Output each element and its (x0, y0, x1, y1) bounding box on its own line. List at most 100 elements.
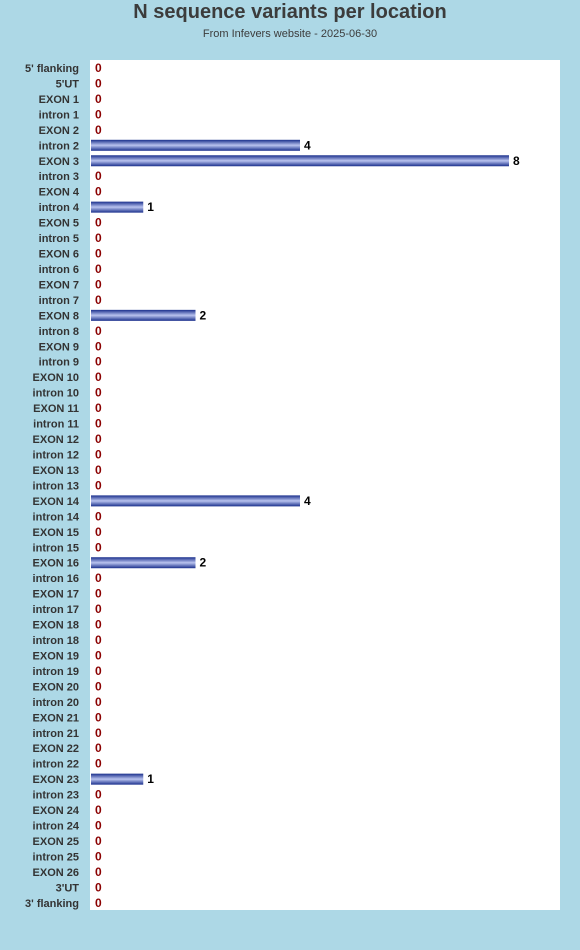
value-label-exon-7: 0 (95, 277, 102, 291)
category-label-intron-4: intron 4 (39, 202, 80, 214)
category-label-intron-17: intron 17 (33, 604, 79, 616)
category-label-exon-18: EXON 18 (33, 620, 79, 632)
value-label-exon-9: 0 (95, 339, 102, 353)
value-label-3-flanking: 0 (95, 896, 102, 910)
value-label-intron-15: 0 (95, 540, 102, 554)
value-label-intron-21: 0 (95, 726, 102, 740)
value-label-exon-17: 0 (95, 587, 102, 601)
category-label-intron-14: intron 14 (33, 511, 80, 523)
value-label-intron-11: 0 (95, 417, 102, 431)
category-label-exon-15: EXON 15 (33, 527, 79, 539)
chart-title: N sequence variants per location (133, 1, 447, 23)
value-label-exon-11: 0 (95, 401, 102, 415)
value-label-intron-19: 0 (95, 664, 102, 678)
value-label-intron-7: 0 (95, 293, 102, 307)
value-label-intron-4: 1 (147, 200, 154, 214)
category-label-exon-2: EXON 2 (39, 125, 79, 137)
value-label-exon-16: 2 (200, 556, 207, 570)
category-label-exon-11: EXON 11 (33, 403, 79, 415)
category-label-intron-6: intron 6 (39, 264, 79, 276)
value-label-exon-4: 0 (95, 185, 102, 199)
category-label-intron-13: intron 13 (33, 480, 79, 492)
category-label-exon-14: EXON 14 (33, 496, 80, 508)
category-label-exon-22: EXON 22 (33, 743, 79, 755)
category-label-exon-16: EXON 16 (33, 558, 79, 570)
value-label-exon-18: 0 (95, 618, 102, 632)
value-label-exon-5: 0 (95, 216, 102, 230)
value-label-intron-1: 0 (95, 107, 102, 121)
category-label-exon-8: EXON 8 (39, 310, 79, 322)
category-label-intron-19: intron 19 (33, 666, 79, 678)
category-label-exon-9: EXON 9 (39, 341, 79, 353)
bar-exon-14 (91, 495, 300, 507)
category-label-intron-11: intron 11 (33, 419, 79, 431)
bar-exon-3 (91, 155, 509, 167)
value-label-exon-10: 0 (95, 370, 102, 384)
value-label-5-flanking: 0 (95, 61, 102, 75)
category-label-intron-8: intron 8 (39, 326, 79, 338)
value-label-exon-20: 0 (95, 679, 102, 693)
category-label-exon-10: EXON 10 (33, 372, 79, 384)
value-label-intron-18: 0 (95, 633, 102, 647)
value-label-exon-21: 0 (95, 710, 102, 724)
value-label-intron-5: 0 (95, 231, 102, 245)
value-label-intron-24: 0 (95, 819, 102, 833)
value-label-exon-14: 4 (304, 494, 311, 508)
value-label-intron-13: 0 (95, 478, 102, 492)
category-label-intron-21: intron 21 (33, 728, 79, 740)
category-label-exon-4: EXON 4 (39, 187, 80, 199)
value-label-exon-15: 0 (95, 525, 102, 539)
category-label-intron-2: intron 2 (39, 140, 79, 152)
value-label-intron-6: 0 (95, 262, 102, 276)
category-label-intron-9: intron 9 (39, 357, 79, 369)
category-label-exon-20: EXON 20 (33, 681, 79, 693)
chart-subtitle: From Infevers website - 2025-06-30 (202, 28, 378, 40)
value-label-5-ut: 0 (95, 76, 102, 90)
value-label-intron-22: 0 (95, 757, 102, 771)
value-label-intron-10: 0 (95, 386, 102, 400)
category-label-intron-3: intron 3 (39, 171, 79, 183)
category-label-intron-15: intron 15 (33, 542, 79, 554)
value-label-exon-19: 0 (95, 648, 102, 662)
value-label-exon-3: 8 (513, 154, 520, 168)
category-label-exon-1: EXON 1 (39, 94, 79, 106)
category-label-exon-26: EXON 26 (33, 867, 79, 879)
category-label-5-flanking: 5' flanking (25, 63, 79, 75)
category-label-intron-20: intron 20 (33, 697, 79, 709)
category-label-exon-23: EXON 23 (33, 774, 79, 786)
value-label-exon-22: 0 (95, 741, 102, 755)
value-label-exon-8: 2 (200, 308, 207, 322)
category-label-intron-25: intron 25 (33, 851, 79, 863)
value-label-exon-23: 1 (147, 772, 154, 786)
category-label-exon-3: EXON 3 (39, 156, 79, 168)
category-label-3-flanking: 3' flanking (25, 898, 79, 910)
category-label-3-ut: 3'UT (56, 882, 80, 894)
value-label-intron-14: 0 (95, 509, 102, 523)
value-label-intron-3: 0 (95, 169, 102, 183)
bar-exon-23 (91, 773, 144, 785)
category-label-exon-19: EXON 19 (33, 650, 79, 662)
value-label-exon-26: 0 (95, 865, 102, 879)
category-label-intron-16: intron 16 (33, 573, 79, 585)
value-label-exon-13: 0 (95, 463, 102, 477)
category-label-exon-13: EXON 13 (33, 465, 79, 477)
value-label-intron-17: 0 (95, 602, 102, 616)
value-label-intron-12: 0 (95, 448, 102, 462)
bar-exon-8 (91, 309, 196, 321)
category-label-5-ut: 5'UT (56, 78, 80, 90)
category-label-intron-1: intron 1 (39, 109, 79, 121)
category-label-exon-12: EXON 12 (33, 434, 79, 446)
category-label-exon-17: EXON 17 (33, 589, 79, 601)
category-label-exon-24: EXON 24 (33, 805, 80, 817)
category-label-exon-7: EXON 7 (39, 279, 79, 291)
value-label-exon-2: 0 (95, 123, 102, 137)
value-label-intron-9: 0 (95, 355, 102, 369)
value-label-3-ut: 0 (95, 880, 102, 894)
value-label-exon-25: 0 (95, 834, 102, 848)
bar-intron-4 (91, 201, 144, 213)
value-label-intron-25: 0 (95, 849, 102, 863)
category-label-intron-12: intron 12 (33, 450, 79, 462)
bar-exon-16 (91, 557, 196, 569)
value-label-intron-16: 0 (95, 571, 102, 585)
category-label-intron-5: intron 5 (39, 233, 79, 245)
